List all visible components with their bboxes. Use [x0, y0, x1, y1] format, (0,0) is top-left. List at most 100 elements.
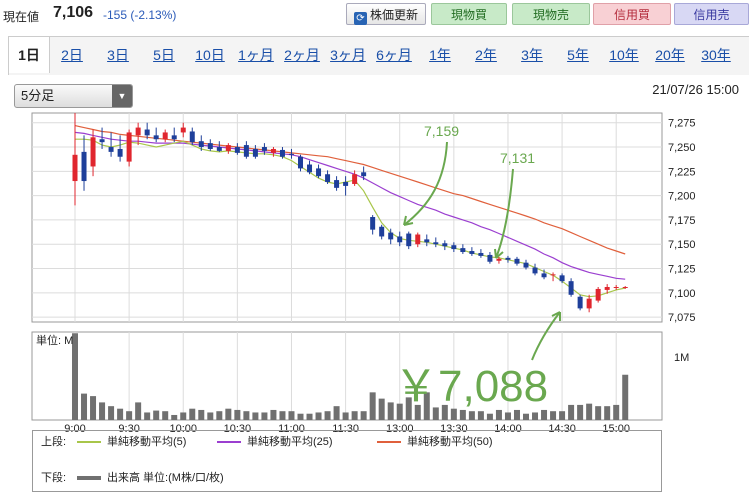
- tab-period-label: 20年: [655, 47, 685, 63]
- tab-period-5[interactable]: 1ヶ月: [233, 37, 279, 73]
- chevron-down-icon: ▼: [112, 85, 132, 107]
- volume-bar: [495, 409, 502, 420]
- x-tick-label: 9:30: [118, 423, 139, 435]
- x-tick-label: 10:30: [224, 423, 252, 435]
- tab-period-11[interactable]: 3年: [509, 37, 555, 73]
- tab-period-label: 5日: [153, 47, 175, 63]
- tab-period-15[interactable]: 30年: [693, 37, 739, 73]
- spot-sell-button[interactable]: 現物売: [512, 3, 590, 25]
- legend-ma25-label: 単純移動平均(25): [247, 436, 333, 448]
- refresh-quote-button[interactable]: ⟳ 株価更新: [346, 3, 426, 25]
- tab-period-9[interactable]: 1年: [417, 37, 463, 73]
- quote-header: 現在値 7,106 -155 (-2.13%) ⟳ 株価更新 現物買 現物売 信用…: [0, 0, 749, 30]
- volume-bar: [180, 412, 187, 420]
- tab-period-7[interactable]: 3ヶ月: [325, 37, 371, 73]
- tab-period-8[interactable]: 6ヶ月: [371, 37, 417, 73]
- tab-period-13[interactable]: 10年: [601, 37, 647, 73]
- period-tabs: 1日 2日 3日 5日 10日 1ヶ月 2ヶ月 3ヶ月 6ヶ月 1年 2年 3年 5年 10年 20年 30年: [8, 36, 749, 75]
- legend-ma50: 単純移動平均(50): [377, 435, 493, 449]
- margin-sell-button[interactable]: 信用売: [674, 3, 749, 25]
- tab-period-0[interactable]: 1日: [9, 37, 50, 73]
- volume-bar: [622, 374, 629, 420]
- volume-bar: [541, 409, 548, 420]
- candle-body: [117, 148, 123, 157]
- legend-upper-label: 上段:: [41, 436, 67, 448]
- candle-body: [261, 147, 267, 151]
- interval-select-value: 5分足: [21, 88, 55, 103]
- candle-body: [90, 137, 96, 167]
- legend-ma25-swatch: [217, 441, 241, 444]
- tab-period-4[interactable]: 10日: [187, 37, 233, 73]
- margin-buy-button[interactable]: 信用買: [593, 3, 671, 25]
- volume-bar: [72, 333, 78, 420]
- chart-legend: 上段: 単純移動平均(5) 単純移動平均(25) 単純移動平均(50) 下段: …: [32, 430, 662, 492]
- tab-period-14[interactable]: 20年: [647, 37, 693, 73]
- candle-body: [622, 287, 628, 289]
- tab-period-6[interactable]: 2ヶ月: [279, 37, 325, 73]
- candle-body: [604, 287, 610, 290]
- volume-bar: [486, 413, 493, 420]
- volume-bar: [297, 413, 304, 420]
- legend-ma5-swatch: [77, 441, 101, 444]
- ma50-line: [74, 125, 626, 255]
- candle-body: [252, 148, 258, 157]
- y-tick-label: 7,200: [668, 191, 696, 203]
- candle-body: [397, 236, 403, 243]
- legend-volume: 出来高 単位:(M株/口/枚): [77, 471, 224, 485]
- volume-tick-label: 1M: [674, 352, 689, 364]
- tab-period-label: 1ヶ月: [238, 47, 274, 63]
- tab-period-2[interactable]: 3日: [95, 37, 141, 73]
- volume-bar: [306, 413, 313, 420]
- candle-body: [144, 129, 150, 136]
- volume-bar: [450, 408, 457, 420]
- ma25-line: [74, 131, 626, 280]
- candle-body: [343, 182, 349, 186]
- tab-period-label: 1日: [18, 47, 40, 63]
- volume-bar: [234, 409, 241, 420]
- legend-ma50-label: 単純移動平均(50): [407, 436, 493, 448]
- candle-body: [180, 127, 186, 133]
- legend-lower-label: 下段:: [41, 472, 67, 484]
- candle-body: [532, 267, 538, 274]
- volume-bar: [108, 406, 115, 420]
- volume-bar: [153, 410, 160, 420]
- tab-period-label: 10日: [195, 47, 225, 63]
- annotation-arrowhead-2: [494, 248, 504, 259]
- candle-body: [171, 135, 177, 140]
- candle-body: [415, 234, 421, 245]
- tab-period-3[interactable]: 5日: [141, 37, 187, 73]
- volume-bar: [135, 402, 142, 420]
- tab-period-label: 3年: [521, 47, 543, 63]
- annotation-arrow-1: [403, 141, 448, 226]
- candle-body: [162, 132, 168, 140]
- volume-bar: [604, 406, 611, 420]
- interval-select[interactable]: 5分足 ▼: [14, 84, 133, 108]
- candle-body: [406, 233, 412, 247]
- x-tick-label: 14:30: [548, 423, 576, 435]
- legend-ma50-swatch: [377, 441, 401, 444]
- volume-bar: [523, 413, 529, 420]
- volume-bar: [216, 411, 223, 420]
- volume-bar: [207, 412, 214, 420]
- volume-bar: [351, 411, 358, 420]
- tab-period-12[interactable]: 5年: [555, 37, 601, 73]
- volume-bar: [333, 406, 340, 420]
- y-tick-label: 7,150: [668, 239, 696, 251]
- volume-bar: [261, 412, 268, 420]
- volume-bar: [441, 404, 448, 420]
- legend-ma5-label: 単純移動平均(5): [107, 436, 187, 448]
- spot-buy-button[interactable]: 現物買: [431, 3, 507, 25]
- candle-body: [316, 168, 322, 177]
- candle-body: [225, 145, 231, 151]
- candle-body: [279, 149, 285, 157]
- tab-period-10[interactable]: 2年: [463, 37, 509, 73]
- volume-bar: [423, 392, 430, 420]
- tab-period-label: 10年: [609, 47, 639, 63]
- candle-body: [541, 273, 547, 278]
- candle-body: [135, 127, 141, 136]
- volume-bar: [468, 411, 475, 420]
- chart-datetime: 21/07/26 15:00: [652, 82, 739, 97]
- annotation-7159: 7,159: [424, 123, 459, 139]
- tab-period-1[interactable]: 2日: [49, 37, 95, 73]
